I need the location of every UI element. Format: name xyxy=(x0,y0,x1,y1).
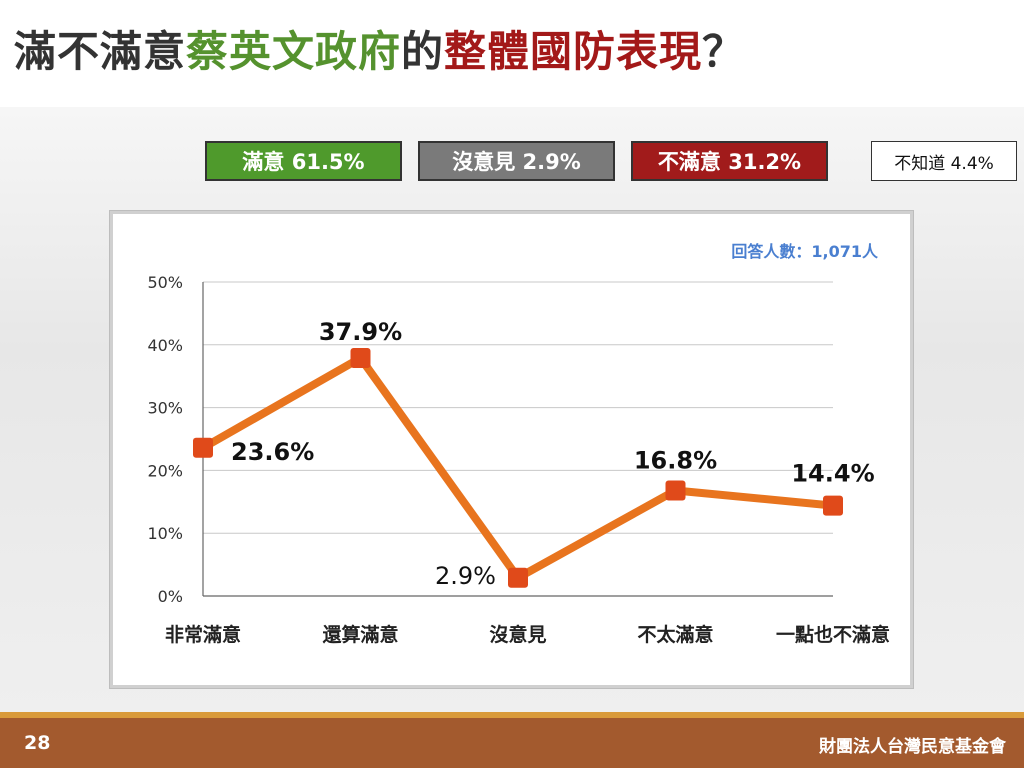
summary-no-opinion-box: 沒意見 2.9% xyxy=(418,141,615,181)
y-tick-label: 30% xyxy=(147,399,183,418)
chart-frame: 回答人數：1,071人 0% 10% 20% 30% 40% 50% 非常滿意 還算滿意 沒意見… xyxy=(110,211,913,688)
summary-dont-know-box: 不知道 4.4% xyxy=(871,141,1017,181)
x-tick-label: 沒意見 xyxy=(489,623,546,646)
y-tick-label: 10% xyxy=(147,524,183,543)
data-point-marker xyxy=(193,437,213,458)
y-tick-label: 50% xyxy=(147,273,183,292)
x-tick-label: 非常滿意 xyxy=(165,623,241,646)
x-tick-label: 還算滿意 xyxy=(322,623,398,646)
title-part-government: 蔡英文政府 xyxy=(186,27,402,76)
data-label: 23.6% xyxy=(231,438,314,466)
summary-dissatisfied-box: 不滿意 31.2% xyxy=(631,141,828,181)
organization-name: 財團法人台灣民意基金會 xyxy=(819,737,1006,757)
summary-satisfied-box: 滿意 61.5% xyxy=(205,141,402,181)
page-number: 28 xyxy=(24,732,51,754)
data-point-marker xyxy=(823,495,843,516)
data-label: 14.4% xyxy=(791,460,874,488)
respondents-count: 回答人數：1,071人 xyxy=(731,242,878,261)
slide-title: 滿不滿意蔡英文政府的整體國防表現？ xyxy=(14,22,745,82)
data-label: 2.9% xyxy=(435,562,496,590)
title-part-particle: 的 xyxy=(401,27,445,76)
data-label: 37.9% xyxy=(319,318,402,346)
line-chart: 0% 10% 20% 30% 40% 50% 非常滿意 還算滿意 沒意見 不太滿意 一點也不滿意 23… xyxy=(147,273,890,646)
data-point-marker xyxy=(350,347,371,368)
y-tick-label: 0% xyxy=(158,587,183,606)
y-tick-label: 40% xyxy=(147,336,183,355)
data-point-marker xyxy=(665,480,686,501)
data-label: 16.8% xyxy=(634,446,717,474)
title-part-question-mark: ？ xyxy=(702,27,746,76)
title-part-defense: 整體國防表現 xyxy=(444,27,703,76)
x-tick-label: 不太滿意 xyxy=(637,623,713,646)
footer-bar: 28 財團法人台灣民意基金會 xyxy=(0,718,1024,768)
y-tick-label: 20% xyxy=(147,461,183,480)
data-point-marker xyxy=(508,567,528,588)
footer-divider xyxy=(0,712,1024,718)
series-line xyxy=(199,353,837,582)
title-part-satisfaction: 滿不滿意 xyxy=(14,27,187,76)
x-tick-label: 一點也不滿意 xyxy=(776,623,890,646)
